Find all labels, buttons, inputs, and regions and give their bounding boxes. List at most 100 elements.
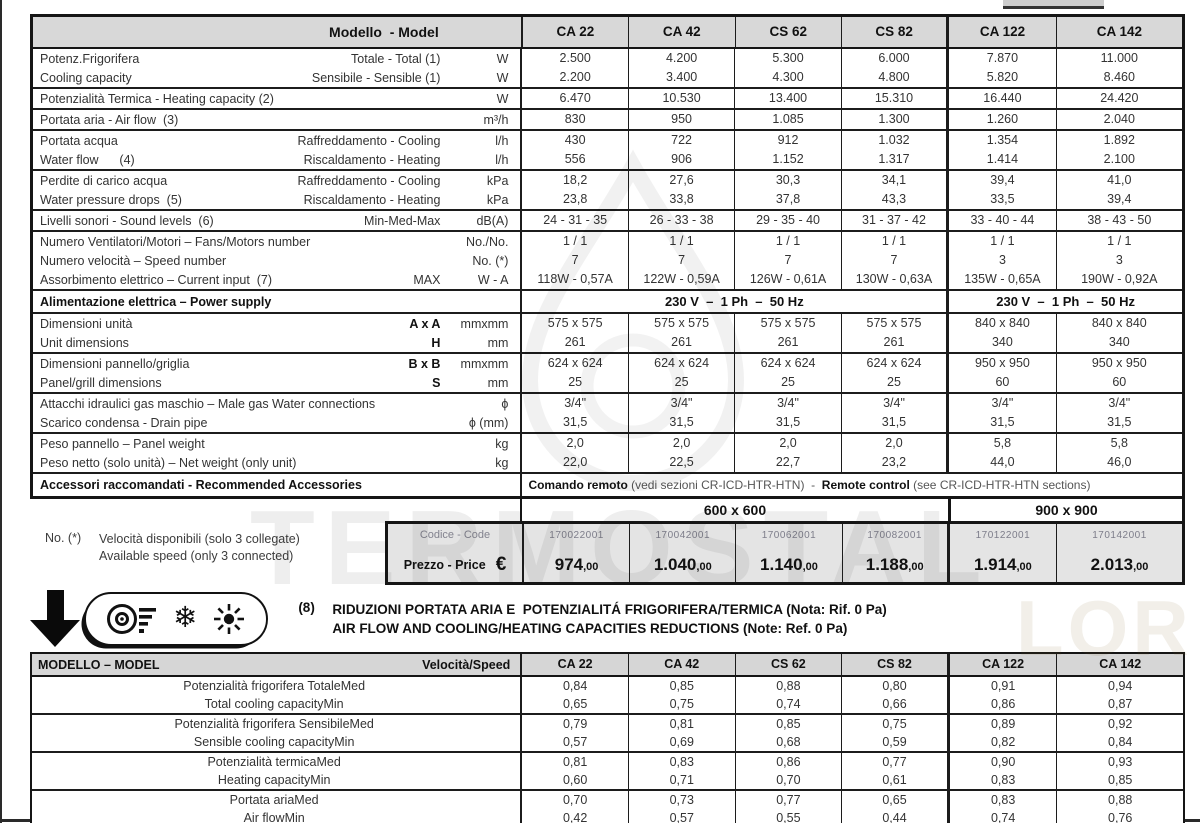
- reduction-banner: ❄ (8) RIDUZIONI PORTATA ARIA E POTENZIAL…: [30, 590, 887, 647]
- spec-value: 37,8: [775, 192, 801, 206]
- spec-unit: l/h: [495, 152, 509, 167]
- footnote-marker: No. (*): [45, 531, 82, 545]
- reduction-value: 0,70: [562, 793, 588, 807]
- spec-value-column: 722 906: [627, 131, 734, 169]
- spec-value: 1 / 1: [881, 234, 907, 248]
- reduction-value-column: 0,80 0,66: [841, 677, 947, 713]
- spec-value-column: 575 x 575 261: [627, 314, 734, 352]
- reduction-value: 0,65: [562, 697, 588, 711]
- spec-value-column: 2,0 23,2: [840, 434, 946, 472]
- panel-size-group: 900 x 900: [948, 499, 1185, 521]
- spec-label-text: Water flow (4): [40, 152, 135, 167]
- price-integer: 1.140: [760, 555, 803, 574]
- spec-value: 6.470: [559, 91, 591, 105]
- reduction-value-column: 0,91 0,86: [946, 677, 1057, 713]
- spec-value: 15.310: [874, 91, 914, 105]
- spec-value-column: 830: [520, 110, 627, 129]
- spec-value: 1.892: [1103, 133, 1135, 147]
- spec-label-text: Peso netto (solo unità) – Net weight (on…: [40, 455, 297, 470]
- spec-value-column: 1 / 1 7 130W - 0,63A: [840, 232, 946, 289]
- reduction-value: 0,69: [669, 735, 694, 749]
- spec-value-column: 11.000 8.460: [1055, 49, 1182, 87]
- spec-value: 1.085: [772, 112, 804, 126]
- reduction-row-labels: Potenzialità termica Med Heating capacity M…: [32, 753, 520, 789]
- spec-value: 1.032: [878, 133, 910, 147]
- reduction-value: 0,94: [1108, 679, 1133, 693]
- price-value: 2.013,00: [1057, 548, 1182, 582]
- reduction-value: 0,85: [669, 679, 694, 693]
- spec-value: 830: [564, 112, 586, 126]
- reduction-value-column: 0,85 0,68: [734, 715, 842, 751]
- sun-icon: [214, 603, 245, 634]
- spec-label-text: Scarico condensa - Drain pipe: [40, 415, 208, 430]
- price-table-labels: Codice - Code Prezzo - Price €: [388, 524, 522, 582]
- spec-label: Numero velocità – Speed number No. (*): [33, 251, 520, 270]
- reduction-row-labels: Portata aria Med Air flow Min: [32, 791, 520, 823]
- code-value: 170122001: [975, 530, 1031, 541]
- spec-value: 29 - 35 - 40: [756, 213, 820, 227]
- spec-value: 624 x 624: [654, 356, 710, 370]
- spec-value-column: 6.470: [520, 89, 627, 108]
- reduction-value: 0,92: [1108, 717, 1133, 731]
- spec-value: 575 x 575: [547, 316, 603, 330]
- spec-row-labels: Portata acqua Raffreddamento - Cooling l/h…: [33, 131, 520, 169]
- reduction-value-column: 0,94 0,87: [1056, 677, 1183, 713]
- spec-value: 33 - 40 - 44: [970, 213, 1035, 227]
- spec-value-column: 29 - 35 - 40: [734, 211, 840, 230]
- spec-value: 22,7: [775, 455, 801, 469]
- spec-value-column: 1 / 1 7 122W - 0,59A: [627, 232, 734, 289]
- spec-value: 5.820: [986, 70, 1019, 84]
- spec-sub-label: Raffreddamento - Cooling: [297, 173, 441, 188]
- price-integer: 1.040: [653, 555, 697, 574]
- spec-value-column: 1.085: [734, 110, 840, 129]
- accessories-text: (vedi sezioni CR-ICD-HTR-HTN): [631, 478, 805, 492]
- spec-value: 3: [1115, 253, 1123, 267]
- spec-value: 13.400: [768, 91, 808, 105]
- spec-unit: ϕ: [501, 396, 509, 411]
- spec-value: 2,0: [566, 436, 584, 450]
- spec-label-text: Water pressure drops (5): [40, 192, 182, 207]
- spec-value: 118W - 0,57A: [537, 272, 613, 286]
- price-column: 170022001 974,00: [521, 524, 629, 582]
- price-value: 1.040,00: [630, 548, 735, 582]
- spec-label-text: Accessori raccomandati - Recommended Acc…: [40, 478, 362, 492]
- spec-value: 3/4": [777, 396, 799, 410]
- spec-value-column: 34,1 43,3: [840, 171, 946, 209]
- spec-row: Portata acqua Raffreddamento - Cooling l/h…: [33, 129, 1182, 169]
- speed-level: Med: [294, 793, 319, 807]
- spec-value: 24.420: [1100, 91, 1139, 105]
- reduction-value: 0,79: [562, 717, 588, 731]
- code-value: 170082001: [867, 530, 922, 541]
- spec-sub-label: MAX: [413, 272, 441, 287]
- price-label-text: Prezzo - Price: [403, 558, 486, 572]
- spec-value-column: 2,0 22,5: [627, 434, 734, 472]
- reduction-value: 0,60: [562, 773, 588, 787]
- speed-level: Min: [284, 811, 305, 823]
- spec-value: 25: [887, 375, 901, 389]
- spec-value: 34,1: [881, 173, 907, 187]
- spec-label: Attacchi idraulici gas maschio – Male ga…: [33, 394, 520, 413]
- spec-value: 31,5: [562, 415, 588, 429]
- spec-value: 6.000: [878, 51, 910, 65]
- spec-value-column: 26 - 33 - 38: [627, 211, 734, 230]
- code-value: 170042001: [655, 530, 711, 541]
- reduction-label-line: Potenzialità frigorifera Totale Med: [177, 677, 375, 695]
- price-label: Prezzo - Price €: [388, 548, 522, 582]
- reduction-value: 0,75: [669, 697, 694, 711]
- spec-value: 624 x 624: [547, 356, 603, 370]
- reduction-label-text: Sensible cooling capacity: [193, 735, 335, 749]
- spec-value: 7.870: [986, 51, 1019, 65]
- accessories-text: Comando remoto: [528, 478, 632, 492]
- spec-value: 1.317: [878, 152, 910, 166]
- spec-row-labels: Dimensioni unità A x A mmxmm Unit dimension…: [33, 314, 520, 352]
- snowflake-icon: ❄: [173, 602, 198, 634]
- spec-value: 11.000: [1100, 51, 1138, 65]
- spec-value-column: 41,0 39,4: [1055, 171, 1182, 209]
- spec-unit: W: [496, 91, 509, 106]
- reduction-value: 0,86: [776, 755, 801, 769]
- spec-label: Potenz.Frigorifera Totale - Total (1) W: [33, 49, 520, 68]
- model-column-header: CA 122: [946, 654, 1057, 675]
- spec-value-column: 33 - 40 - 44: [946, 211, 1055, 230]
- price-decimals: ,00: [908, 561, 924, 573]
